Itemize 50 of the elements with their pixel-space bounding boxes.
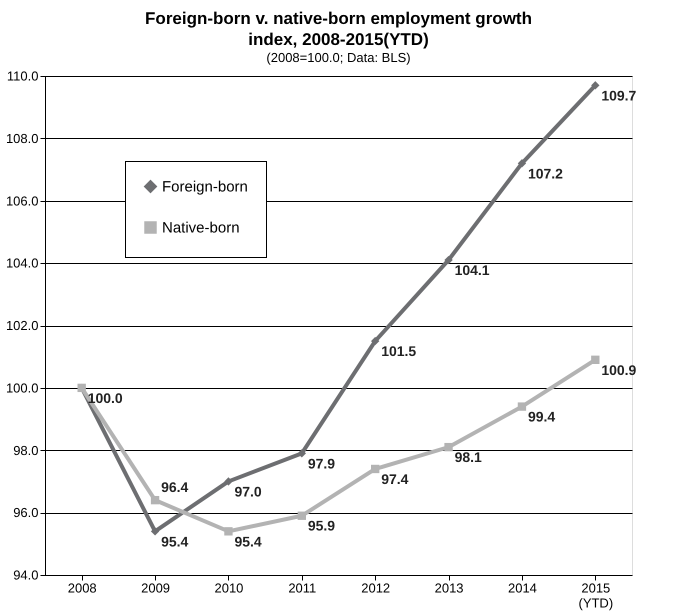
point — [371, 336, 380, 346]
point — [224, 527, 233, 536]
data-label: 101.5 — [381, 343, 416, 360]
data-label: 96.4 — [161, 479, 189, 496]
data-label: 95.9 — [308, 518, 336, 534]
point — [150, 527, 160, 536]
data-label: 97.9 — [308, 455, 336, 472]
y-tick-label: 108.0 — [6, 130, 38, 146]
chart-subtitle: (2008=100.0; Data: BLS) — [266, 50, 411, 65]
data-label: 97.0 — [234, 483, 262, 500]
data-label: 95.4 — [234, 533, 262, 550]
y-tick-label: 106.0 — [6, 193, 38, 208]
point — [371, 464, 380, 474]
y-tick-label: 100.0 — [6, 380, 38, 396]
point — [298, 449, 306, 458]
point — [298, 512, 306, 520]
x-tick-label: 2015 (YTD) — [578, 580, 614, 610]
y-tick-label: 98.0 — [13, 442, 38, 458]
data-label: 97.4 — [381, 470, 409, 487]
x-tick-label: 2013 — [434, 580, 464, 596]
point — [444, 442, 453, 452]
data-label: 100.0 — [88, 390, 123, 406]
point — [591, 81, 600, 90]
y-tick-label: 110.0 — [6, 68, 38, 84]
data-label: 98.1 — [454, 449, 482, 466]
data-label: 104.1 — [454, 262, 490, 278]
x-tick-label: 2010 — [214, 580, 244, 596]
x-tick-label: 2012 — [361, 580, 390, 596]
x-tick-label: 2014 — [508, 580, 537, 596]
y-tick-label: 104.0 — [6, 256, 38, 271]
point — [224, 477, 233, 486]
chart-title: Foreign-born v. native-born employment growth index, 2008-2015(YTD) — [145, 9, 532, 49]
point — [518, 159, 526, 168]
data-label: 107.2 — [528, 165, 564, 182]
y-tick-label: 102.0 — [6, 318, 38, 333]
data-label: 100.9 — [601, 362, 637, 378]
point — [591, 356, 600, 364]
x-tick-label: 2009 — [141, 580, 170, 596]
legend-label: Foreign-born — [162, 178, 248, 196]
data-label: 95.4 — [161, 533, 189, 550]
point — [518, 402, 526, 411]
point — [150, 496, 160, 504]
legend-label: Native-born — [162, 220, 240, 236]
data-label: 109.7 — [601, 87, 637, 104]
y-tick-label: 94.0 — [13, 568, 38, 582]
point — [444, 256, 453, 264]
y-tick-label: 96.0 — [13, 505, 38, 520]
data-label: 99.4 — [528, 408, 556, 425]
x-tick-label: 2008 — [68, 580, 97, 596]
x-tick-label: 2011 — [288, 580, 316, 596]
